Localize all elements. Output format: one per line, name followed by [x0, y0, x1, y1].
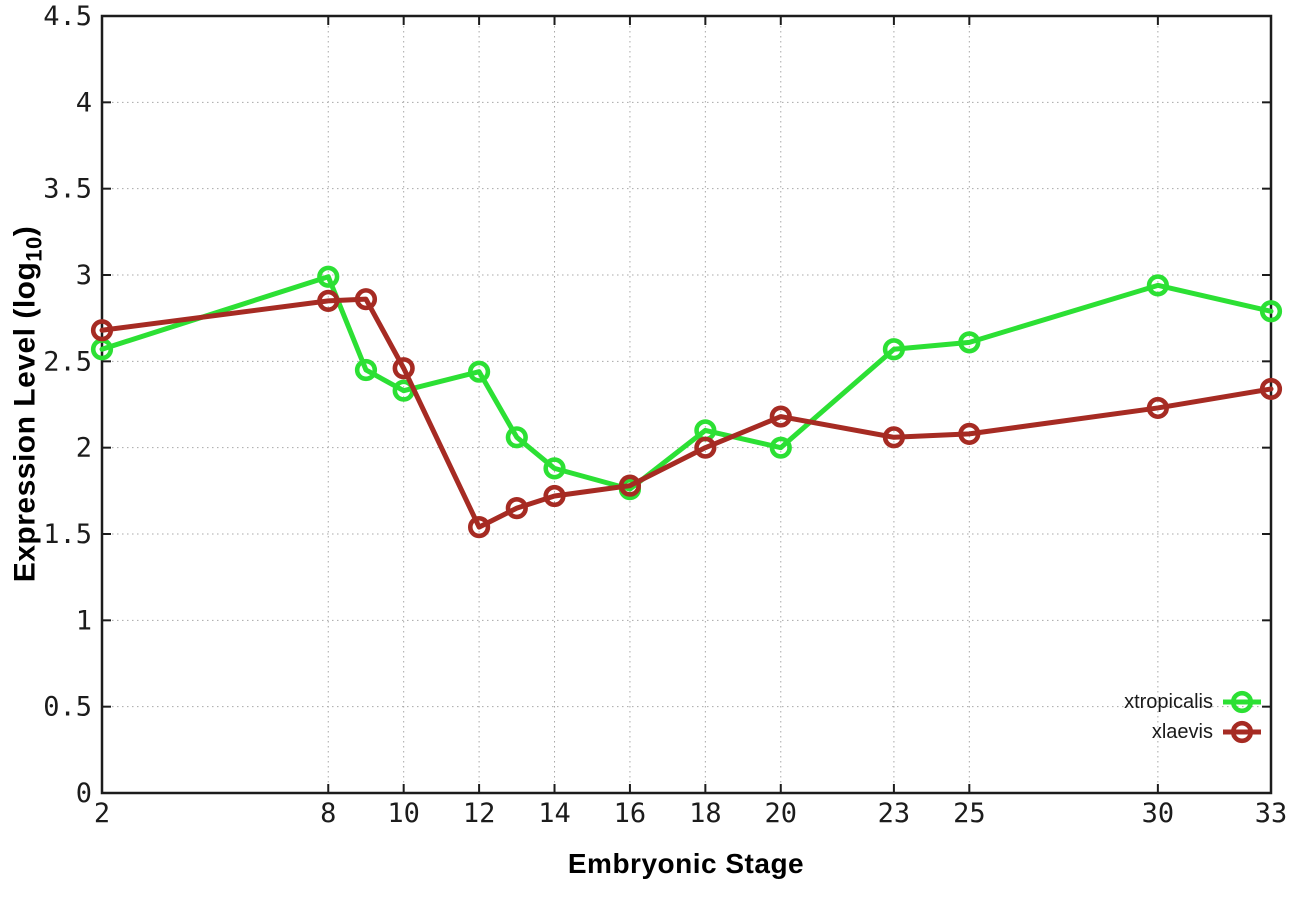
x-tick-label: 10	[387, 798, 420, 829]
data-point-xtropicalis	[354, 358, 378, 382]
x-tick-label: 12	[463, 798, 496, 829]
x-tick-label: 8	[320, 798, 336, 829]
data-point-xlaevis	[694, 436, 717, 459]
legend-entry-xlaevis: xlaevis	[1124, 717, 1262, 747]
data-point-xtropicalis	[467, 360, 491, 383]
plot-border	[100, 14, 1273, 795]
legend-entry-xtropicalis: xtropicalis	[1124, 687, 1262, 717]
data-point-xlaevis	[958, 422, 981, 445]
y-axis-label-subscript: 10	[21, 236, 47, 262]
y-axis-label: Expression Level (log10)	[9, 226, 48, 583]
x-tick-label: 2	[94, 798, 110, 829]
data-point-xtropicalis	[543, 457, 566, 480]
y-tick-label: 1	[76, 605, 92, 636]
x-tick-label: 33	[1255, 798, 1288, 829]
data-point-xlaevis	[769, 405, 792, 428]
y-axis-label-text: Expression Level (log	[8, 261, 42, 583]
x-tick-label: 30	[1142, 798, 1175, 829]
series-xtropicalis	[90, 265, 1283, 501]
data-point-xtropicalis	[317, 265, 340, 288]
legend-label: xtropicalis	[1124, 690, 1213, 713]
grid	[102, 16, 1271, 793]
data-point-xtropicalis	[505, 426, 528, 449]
y-tick-label: 1.5	[43, 519, 92, 550]
data-point-xtropicalis	[958, 331, 981, 354]
data-point-xlaevis	[543, 484, 566, 508]
y-tick-label: 2	[76, 433, 92, 464]
data-point-xtropicalis	[882, 338, 906, 361]
data-point-xtropicalis	[1259, 300, 1283, 323]
x-tick-label: 16	[614, 798, 647, 829]
legend-label: xlaevis	[1151, 720, 1213, 743]
series-xlaevis	[90, 288, 1283, 539]
series-line-xlaevis	[99, 296, 1274, 530]
x-tick-label: 14	[538, 798, 571, 829]
data-point-xlaevis	[467, 515, 491, 539]
data-point-xlaevis	[392, 357, 415, 380]
data-point-xlaevis	[354, 288, 378, 311]
legend-marker-icon	[1223, 720, 1261, 744]
data-point-xlaevis	[1259, 377, 1283, 401]
y-tick-label: 2.5	[43, 346, 92, 377]
data-point-xtropicalis	[769, 436, 792, 459]
x-tick-label: 18	[689, 798, 722, 829]
data-point-xlaevis	[317, 289, 340, 313]
y-tick-label: 3	[76, 260, 92, 291]
data-point-xlaevis	[882, 426, 906, 449]
legend-marker-icon	[1223, 690, 1261, 714]
data-point-xlaevis	[1146, 396, 1169, 420]
y-tick-label: 3.5	[43, 174, 92, 205]
axis-ticks	[101, 15, 1272, 794]
y-tick-label: 4	[76, 87, 92, 118]
tick-labels: 2 8 10 12 14 16 18 20 23 25 30 33 0 0.5 1 1.5 2 2.5 3 3.5 4 4…	[43, 1, 1287, 829]
y-tick-label: 4.5	[43, 1, 92, 32]
x-tick-label: 20	[765, 798, 798, 829]
data-point-xlaevis	[618, 474, 642, 497]
x-tick-label: 25	[953, 798, 986, 829]
y-tick-label: 0.5	[43, 692, 92, 723]
x-axis-label: Embryonic Stage	[567, 848, 805, 879]
y-tick-label: 0	[76, 778, 92, 809]
data-point-xtropicalis	[1146, 274, 1169, 297]
legend: xtropicalis xlaevis	[1124, 687, 1262, 747]
y-axis-label-close: )	[8, 225, 42, 237]
data-point-xlaevis	[90, 319, 114, 342]
data-point-xlaevis	[505, 497, 528, 520]
x-tick-label: 23	[878, 798, 911, 829]
